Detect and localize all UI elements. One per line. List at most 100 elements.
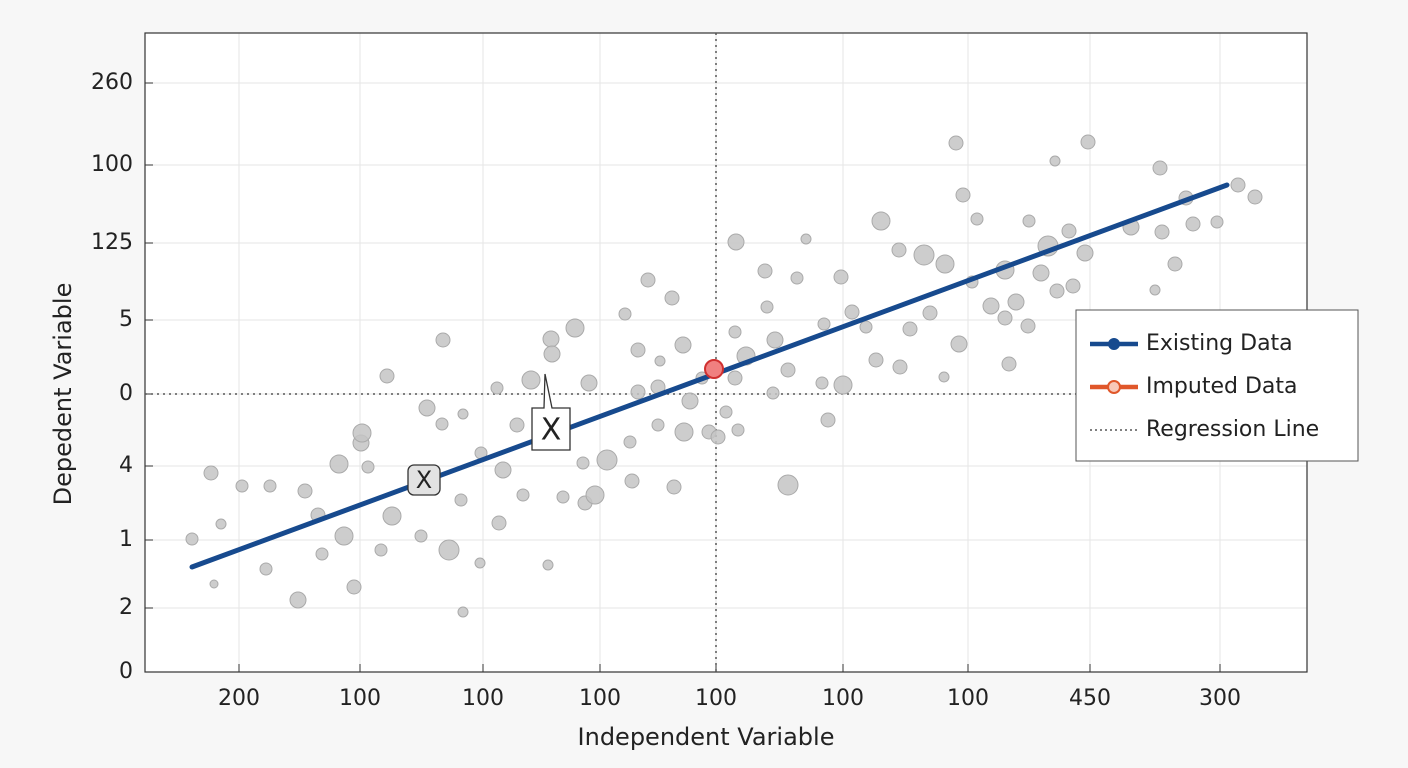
data-point bbox=[938, 371, 950, 383]
data-point bbox=[777, 474, 799, 496]
data-point bbox=[1001, 356, 1017, 372]
data-point bbox=[209, 579, 219, 589]
data-point bbox=[935, 254, 955, 274]
x-tick-label: 100 bbox=[947, 686, 989, 711]
data-point bbox=[542, 330, 560, 348]
data-point bbox=[374, 543, 388, 557]
y-tick-label: 125 bbox=[91, 230, 133, 255]
x-axis-label: Independent Variable bbox=[578, 723, 835, 751]
data-point bbox=[418, 399, 436, 417]
legend-marker bbox=[1107, 380, 1121, 394]
data-point bbox=[1230, 177, 1246, 193]
data-point bbox=[185, 532, 199, 546]
data-point bbox=[454, 493, 468, 507]
data-point bbox=[970, 212, 984, 226]
y-tick-label: 0 bbox=[119, 381, 133, 406]
y-axis-label: Depedent Variable bbox=[49, 283, 77, 506]
data-point bbox=[438, 539, 460, 561]
data-point bbox=[1149, 284, 1161, 296]
data-point bbox=[1154, 224, 1170, 240]
data-point bbox=[902, 321, 918, 337]
data-point bbox=[913, 244, 935, 266]
data-point bbox=[623, 435, 637, 449]
data-point bbox=[1247, 189, 1263, 205]
data-point bbox=[379, 368, 395, 384]
data-point bbox=[542, 559, 554, 571]
data-point bbox=[948, 135, 964, 151]
y-tick-label: 260 bbox=[91, 70, 133, 95]
data-point bbox=[1020, 318, 1036, 334]
data-point bbox=[1049, 283, 1065, 299]
data-point bbox=[576, 456, 590, 470]
data-point bbox=[868, 352, 884, 368]
annotation-text: X bbox=[416, 466, 432, 494]
y-tick-label: 5 bbox=[119, 307, 133, 332]
data-point bbox=[414, 529, 428, 543]
data-point bbox=[844, 304, 860, 320]
data-point bbox=[1061, 223, 1077, 239]
legend-label: Existing Data bbox=[1146, 331, 1293, 356]
data-point bbox=[674, 336, 692, 354]
legend-marker bbox=[1108, 338, 1120, 350]
data-point bbox=[859, 320, 873, 334]
data-point bbox=[820, 412, 836, 428]
data-point bbox=[800, 233, 812, 245]
data-point bbox=[760, 300, 774, 314]
y-tick-label: 0 bbox=[119, 659, 133, 684]
data-point bbox=[630, 342, 646, 358]
data-point bbox=[710, 429, 726, 445]
data-point bbox=[892, 359, 908, 375]
data-point bbox=[1007, 293, 1025, 311]
data-point bbox=[630, 384, 646, 400]
imputed-point bbox=[704, 359, 724, 379]
y-tick-label: 1 bbox=[119, 527, 133, 552]
data-point bbox=[766, 386, 780, 400]
data-point bbox=[494, 461, 512, 479]
data-point bbox=[1185, 216, 1201, 232]
x-tick-label: 450 bbox=[1069, 686, 1111, 711]
data-point bbox=[651, 418, 665, 432]
data-point bbox=[1049, 155, 1061, 167]
data-point bbox=[757, 263, 773, 279]
data-point bbox=[1152, 160, 1168, 176]
data-point bbox=[790, 271, 804, 285]
x-tick-label: 100 bbox=[695, 686, 737, 711]
data-point bbox=[922, 305, 938, 321]
data-point bbox=[361, 460, 375, 474]
y-tick-label: 2 bbox=[119, 595, 133, 620]
data-point bbox=[435, 332, 451, 348]
data-point bbox=[997, 310, 1013, 326]
data-point bbox=[950, 335, 968, 353]
data-point bbox=[516, 488, 530, 502]
data-point bbox=[624, 473, 640, 489]
data-point bbox=[1080, 134, 1096, 150]
data-point bbox=[674, 422, 694, 442]
annotation: X bbox=[531, 373, 571, 451]
annotation-text: X bbox=[541, 413, 562, 448]
data-point bbox=[289, 591, 307, 609]
data-point bbox=[509, 417, 525, 433]
data-point bbox=[315, 547, 329, 561]
data-point bbox=[474, 557, 486, 569]
data-point bbox=[329, 454, 349, 474]
data-point bbox=[727, 370, 743, 386]
data-point bbox=[556, 490, 570, 504]
data-point bbox=[666, 479, 682, 495]
annotation: X bbox=[407, 464, 441, 496]
y-tick-label: 4 bbox=[119, 453, 133, 478]
data-point bbox=[1167, 256, 1183, 272]
data-point bbox=[596, 449, 618, 471]
data-point bbox=[664, 290, 680, 306]
x-tick-label: 100 bbox=[462, 686, 504, 711]
data-point bbox=[766, 331, 784, 349]
data-point bbox=[891, 242, 907, 258]
data-point bbox=[833, 269, 849, 285]
data-point bbox=[565, 318, 585, 338]
x-tick-label: 100 bbox=[339, 686, 381, 711]
data-point bbox=[1022, 214, 1036, 228]
data-point bbox=[203, 465, 219, 481]
data-point bbox=[297, 483, 313, 499]
data-point bbox=[1076, 244, 1094, 262]
data-point bbox=[263, 479, 277, 493]
